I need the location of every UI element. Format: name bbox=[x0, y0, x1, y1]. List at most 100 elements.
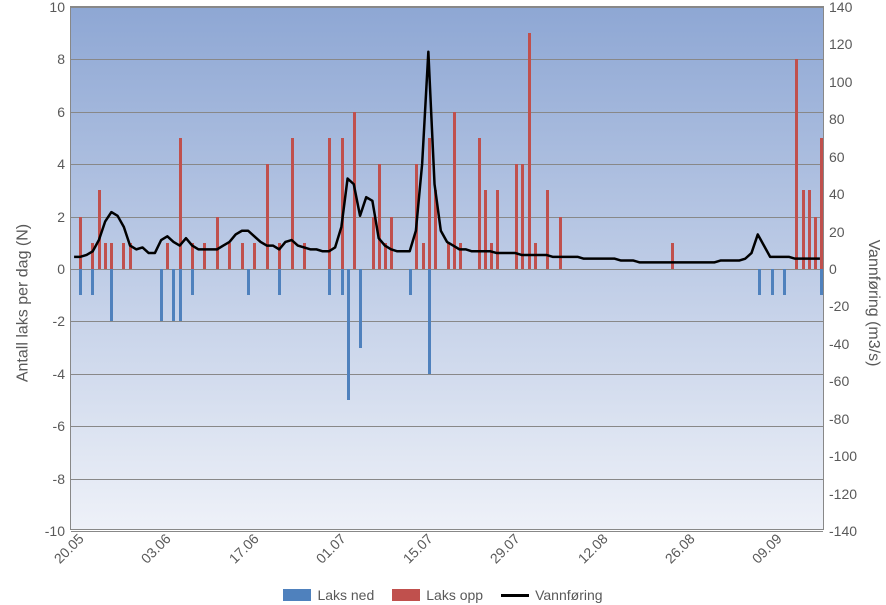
laks-opp-bar bbox=[179, 138, 182, 269]
laks-opp-bar bbox=[110, 243, 113, 269]
laks-opp-bar bbox=[528, 33, 531, 269]
laks-ned-bar bbox=[783, 269, 786, 295]
laks-opp-bar bbox=[802, 190, 805, 269]
laks-ned-bar bbox=[179, 269, 182, 321]
laks-opp-bar bbox=[384, 243, 387, 269]
laks-opp-bar bbox=[428, 138, 431, 269]
laks-opp-bar bbox=[521, 164, 524, 269]
laks-opp-bar bbox=[353, 112, 356, 269]
gridline bbox=[71, 217, 823, 218]
gridline bbox=[71, 531, 823, 532]
laks-ned-bar bbox=[172, 269, 175, 321]
laks-opp-bar bbox=[378, 164, 381, 269]
y-right-tick: 20 bbox=[823, 224, 845, 240]
laks-opp-bar bbox=[546, 190, 549, 269]
laks-opp-bar bbox=[91, 243, 94, 269]
laks-opp-bar bbox=[559, 217, 562, 269]
laks-opp-bar bbox=[228, 243, 231, 269]
gridline bbox=[71, 7, 823, 8]
y-left-tick: 4 bbox=[57, 156, 71, 172]
laks-opp-bar bbox=[241, 243, 244, 269]
x-tick: 29.07 bbox=[486, 529, 524, 567]
laks-opp-bar bbox=[104, 243, 107, 269]
laks-opp-bar bbox=[216, 217, 219, 269]
y-left-tick: 10 bbox=[49, 0, 71, 15]
laks-opp-bar bbox=[266, 164, 269, 269]
gridline bbox=[71, 269, 823, 270]
laks-opp-bar bbox=[490, 243, 493, 269]
y-right-tick: -140 bbox=[823, 523, 857, 539]
laks-opp-bar bbox=[253, 243, 256, 269]
laks-opp-bar bbox=[390, 217, 393, 269]
x-tick: 15.07 bbox=[398, 529, 436, 567]
x-tick: 03.06 bbox=[137, 529, 175, 567]
laks-ned-bar bbox=[341, 269, 344, 295]
laks-opp-bar bbox=[122, 243, 125, 269]
y-right-tick: -80 bbox=[823, 411, 849, 427]
gridline bbox=[71, 164, 823, 165]
laks-opp-bar bbox=[422, 243, 425, 269]
y-right-tick: 40 bbox=[823, 186, 845, 202]
y-left-tick: -6 bbox=[53, 418, 71, 434]
x-tick: 17.06 bbox=[224, 529, 262, 567]
y-right-tick: -40 bbox=[823, 336, 849, 352]
legend-line-vannforing bbox=[501, 594, 529, 597]
legend-swatch-laks-ned bbox=[283, 589, 311, 601]
laks-opp-bar bbox=[515, 164, 518, 269]
laks-opp-bar bbox=[434, 190, 437, 269]
laks-opp-bar bbox=[79, 217, 82, 269]
laks-ned-bar bbox=[79, 269, 82, 295]
laks-opp-bar bbox=[415, 164, 418, 269]
y-right-tick: 60 bbox=[823, 149, 845, 165]
laks-opp-bar bbox=[291, 138, 294, 269]
laks-opp-bar bbox=[191, 243, 194, 269]
legend-item-vannforing: Vannføring bbox=[501, 587, 602, 603]
laks-ned-bar bbox=[347, 269, 350, 400]
laks-opp-bar bbox=[671, 243, 674, 269]
laks-opp-bar bbox=[795, 59, 798, 269]
y-left-tick: 6 bbox=[57, 104, 71, 120]
y-right-tick: 120 bbox=[823, 36, 852, 52]
y-right-tick: 140 bbox=[823, 0, 852, 15]
laks-ned-bar bbox=[771, 269, 774, 295]
laks-ned-bar bbox=[758, 269, 761, 295]
laks-ned-bar bbox=[160, 269, 163, 321]
y-left-tick: 0 bbox=[57, 261, 71, 277]
laks-opp-bar bbox=[129, 243, 132, 269]
legend-swatch-laks-opp bbox=[392, 589, 420, 601]
laks-opp-bar bbox=[478, 138, 481, 269]
laks-ned-bar bbox=[428, 269, 431, 374]
laks-opp-bar bbox=[328, 138, 331, 269]
y-right-tick: 80 bbox=[823, 111, 845, 127]
legend-label-vannforing: Vannføring bbox=[535, 587, 602, 603]
legend-item-laks-opp: Laks opp bbox=[392, 587, 483, 603]
plot-area: -10-8-6-4-20246810 -140-120-100-80-60-40… bbox=[70, 6, 824, 530]
y-right-tick: -100 bbox=[823, 448, 857, 464]
legend-label-laks-opp: Laks opp bbox=[426, 587, 483, 603]
gridline bbox=[71, 112, 823, 113]
y-left-tick: 2 bbox=[57, 209, 71, 225]
laks-ned-bar bbox=[328, 269, 331, 295]
y-left-tick: -4 bbox=[53, 366, 71, 382]
x-tick: 01.07 bbox=[311, 529, 349, 567]
y-left-tick: -8 bbox=[53, 471, 71, 487]
y-axis-left-label: Antall laks per dag (N) bbox=[15, 223, 33, 381]
gridline bbox=[71, 426, 823, 427]
y-right-tick: -120 bbox=[823, 486, 857, 502]
laks-opp-bar bbox=[303, 243, 306, 269]
legend-label-laks-ned: Laks ned bbox=[317, 587, 374, 603]
laks-opp-bar bbox=[98, 190, 101, 269]
laks-ned-bar bbox=[110, 269, 113, 321]
laks-ned-bar bbox=[359, 269, 362, 348]
laks-opp-bar bbox=[278, 243, 281, 269]
laks-opp-bar bbox=[534, 243, 537, 269]
chart-container: Antall laks per dag (N) Vannføring (m3/s… bbox=[0, 0, 886, 605]
gridline bbox=[71, 321, 823, 322]
x-tick: 12.08 bbox=[573, 529, 611, 567]
laks-ned-bar bbox=[278, 269, 281, 295]
y-right-tick: 0 bbox=[823, 261, 837, 277]
laks-opp-bar bbox=[166, 243, 169, 269]
legend-item-laks-ned: Laks ned bbox=[283, 587, 374, 603]
y-left-tick: -2 bbox=[53, 313, 71, 329]
y-right-tick: 100 bbox=[823, 74, 852, 90]
